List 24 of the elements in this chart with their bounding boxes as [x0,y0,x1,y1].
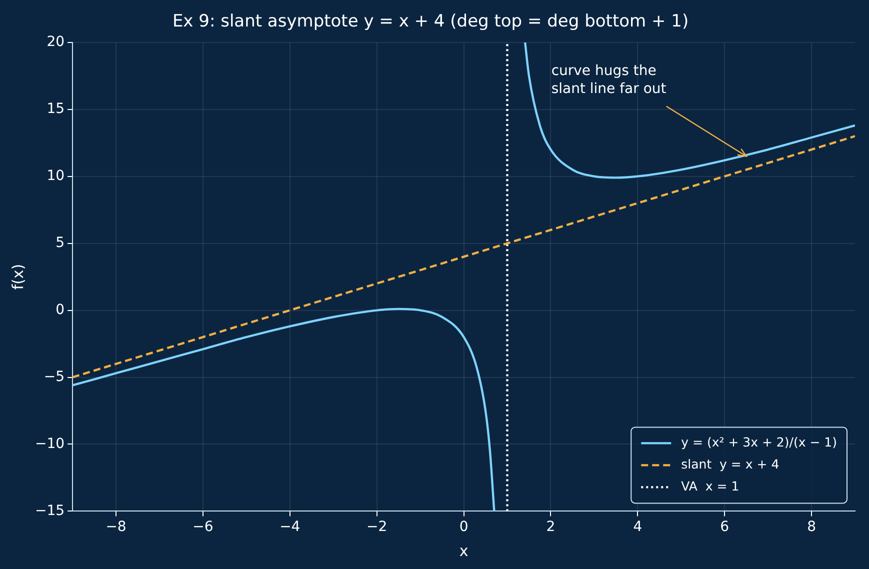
y-tick-label: 15 [46,101,65,118]
x-tick-label: −6 [192,519,214,536]
y-tick-label: −15 [35,502,65,519]
y-tick-label: 10 [46,168,65,184]
y-tick-label: −5 [44,368,65,385]
legend-label: y = (x² + 3x + 2)/(x − 1) [681,434,837,450]
y-tick-label: 0 [56,302,65,318]
legend-label: VA x = 1 [681,478,740,494]
annotation: curve hugs the slant line far out [551,62,667,97]
x-tick-label: −4 [280,519,300,536]
x-tick-label: 2 [546,519,556,536]
x-tick-label: −8 [106,519,126,536]
chart-title: Ex 9: slant asymptote y = x + 4 (deg top = deg bottom + 1) [172,12,689,32]
y-tick-label: −10 [35,436,65,452]
x-axis-title: x [459,542,468,560]
y-tick-label: 5 [56,234,65,251]
x-tick-label: 0 [459,519,468,536]
legend-label: slant y = x + 4 [681,456,780,472]
x-tick-label: 6 [720,519,730,536]
y-axis-title: f(x) [8,264,27,290]
x-tick-label: −2 [366,519,388,536]
x-tick-label: 8 [807,519,816,536]
y-tick-label: 20 [46,34,65,50]
x-tick-label: 4 [633,519,642,536]
